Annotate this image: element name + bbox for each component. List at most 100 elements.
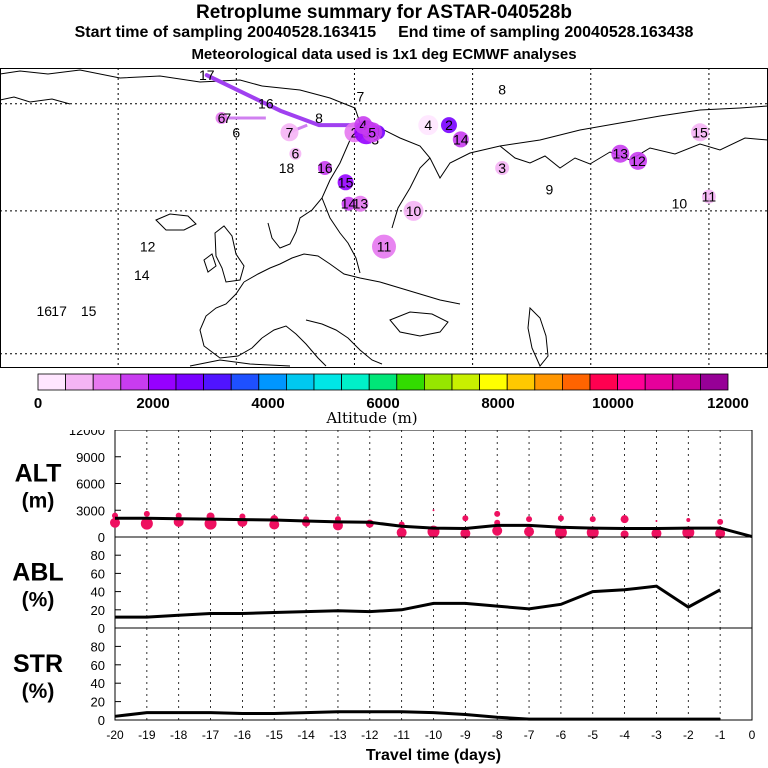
time-series-panels: 030006000900012000ALT(m)020406080ABL(%)0… (12, 430, 756, 764)
panel-ylabel-unit: (m) (22, 490, 55, 513)
plume-clusters: 1223334456667778891010111112121313141414… (37, 68, 717, 319)
cluster-label: 6 (232, 124, 240, 140)
cluster-dot (611, 144, 630, 163)
cluster-marker: 17 (199, 68, 215, 83)
altitude-cluster-point (462, 515, 469, 522)
altitude-cluster-point (396, 527, 407, 538)
x-tick-label: -12 (361, 728, 379, 742)
colorbar-swatch (451, 373, 481, 391)
cluster-marker: 7 (224, 110, 232, 126)
cluster-label: 5 (368, 124, 376, 140)
cluster-label: 6 (291, 146, 299, 162)
cluster-label: 15 (338, 174, 354, 190)
cluster-label: 17 (199, 68, 215, 83)
x-tick-label: -18 (170, 728, 188, 742)
cluster-label: 7 (224, 110, 232, 126)
cluster-marker: 15 (81, 303, 97, 319)
panel-ylabel: ABL (12, 559, 63, 587)
x-tick-label: -16 (234, 728, 252, 742)
x-axis-label: Travel time (days) (366, 747, 501, 764)
colorbar-swatch (120, 373, 149, 391)
cluster-dot (701, 189, 716, 204)
cluster-marker: 7 (280, 123, 299, 142)
series-line (115, 516, 753, 539)
colorbar-swatch (617, 373, 646, 391)
altitude-cluster-point (140, 517, 153, 530)
y-tick-label: 20 (91, 603, 105, 618)
altitude-cluster-point (715, 528, 726, 539)
cluster-label: 14 (134, 267, 150, 283)
cluster-label: 11 (377, 239, 392, 255)
x-tick-label: -7 (524, 728, 535, 742)
cluster-dot (452, 131, 469, 148)
cluster-label: 12 (140, 239, 156, 255)
y-tick-label: 40 (91, 676, 105, 691)
cluster-label: 10 (672, 196, 688, 212)
colorbar-swatch (368, 373, 398, 391)
y-tick-label: 3000 (76, 503, 105, 518)
colorbar-swatch (313, 373, 343, 391)
cluster-dot (372, 234, 396, 259)
cluster-label: 11 (702, 189, 717, 205)
colorbar-swatch (644, 373, 674, 391)
cluster-marker: 5 (362, 122, 383, 143)
cluster-label: 7 (286, 124, 294, 140)
colorbar-tick-label: 0 (34, 395, 42, 412)
cluster-marker: 7 (356, 89, 364, 105)
colorbar-swatch (423, 373, 453, 391)
x-tick-label: -10 (425, 728, 443, 742)
cluster-label: 13 (353, 196, 369, 212)
cluster-marker: 9 (546, 181, 554, 197)
panel-ylabel-unit: (%) (22, 680, 55, 703)
cluster-label: 3 (498, 160, 506, 176)
colorbar-swatch (562, 373, 591, 391)
start-time: Start time of sampling 20040528.163415 (74, 24, 377, 41)
colorbar-swatch (65, 373, 94, 391)
altitude-cluster-point (589, 516, 596, 523)
colorbar-swatch (285, 373, 315, 391)
cluster-label: 2 (445, 117, 453, 133)
colorbar-swatch (92, 373, 122, 391)
x-tick-label: -4 (619, 728, 630, 742)
y-tick-label: 80 (91, 548, 105, 563)
cluster-marker: 12 (629, 151, 648, 170)
colorbar-swatch (230, 373, 260, 391)
cluster-label: 16 (258, 96, 274, 112)
colorbar-tick-label: 12000 (707, 395, 749, 412)
y-tick-label: 20 (91, 695, 105, 710)
cluster-label: 12 (630, 153, 646, 169)
cluster-dot (495, 161, 510, 175)
colorbar-swatch (506, 373, 536, 391)
altitude-cluster-point (717, 518, 724, 525)
altitude-cluster-point (651, 528, 662, 539)
cluster-marker: 16 (317, 160, 333, 176)
cluster-label: 4 (359, 117, 367, 133)
cluster-marker: 14 (452, 131, 469, 148)
cluster-marker: 6 (289, 146, 302, 162)
altitude-cluster-point (175, 512, 182, 519)
colorbar-swatch (147, 373, 177, 391)
panel-ylabel: ALT (15, 460, 62, 488)
x-tick-label: -1 (715, 728, 726, 742)
colorbar-tick-label: 8000 (481, 395, 514, 412)
cluster-dot (289, 147, 302, 160)
altitude-cluster-point (554, 526, 567, 539)
cluster-label: 10 (406, 203, 422, 219)
cluster-dot (341, 196, 356, 211)
cluster-dot (352, 195, 369, 212)
coastlines (0, 69, 768, 367)
colorbar-swatch (479, 373, 508, 391)
y-tick-label: 9000 (76, 450, 105, 465)
altitude-cluster-point (143, 510, 150, 517)
panel-ylabel-unit: (%) (22, 589, 55, 612)
cluster-marker: 10 (672, 196, 688, 212)
x-tick-label: -11 (393, 728, 410, 742)
cluster-label: 15 (81, 303, 97, 319)
x-tick-label: -19 (138, 728, 156, 742)
altitude-cluster-point (492, 525, 503, 536)
cluster-label: 6 (218, 110, 226, 126)
cluster-marker: 6 (232, 124, 240, 140)
cluster-label: 7 (356, 89, 364, 105)
cluster-label: 8 (315, 110, 323, 126)
cluster-dot (280, 123, 299, 142)
